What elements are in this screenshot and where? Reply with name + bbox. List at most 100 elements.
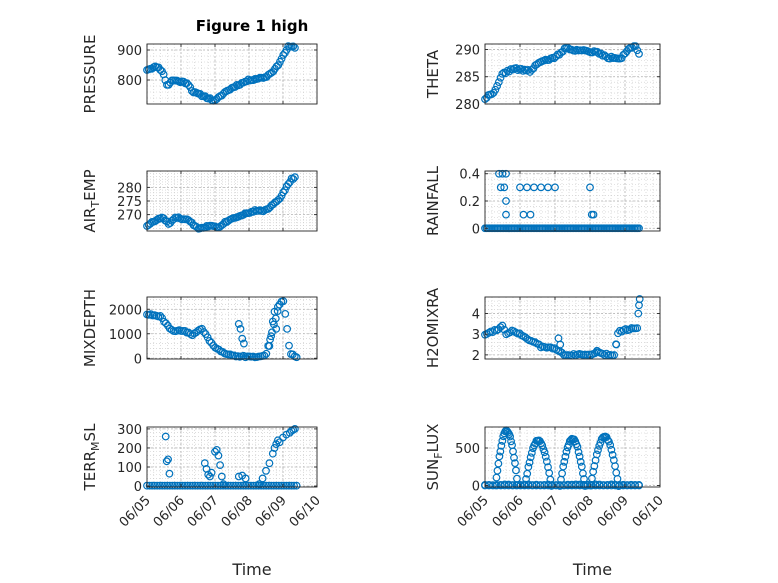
data-point — [524, 65, 533, 74]
data-point — [633, 324, 642, 332]
data-point — [262, 481, 271, 490]
data-point — [156, 311, 165, 320]
data-point — [536, 481, 545, 489]
data-point — [211, 481, 220, 490]
data-point — [186, 83, 195, 92]
y-tick-label: 4 — [472, 308, 480, 323]
data-point — [247, 481, 255, 490]
y-tick-label: 0 — [134, 352, 142, 367]
data-point — [269, 481, 278, 490]
data-point — [586, 183, 594, 192]
data-point — [277, 54, 286, 63]
data-point — [606, 441, 615, 449]
data-point — [234, 481, 243, 490]
data-series — [481, 426, 643, 490]
data-point — [198, 481, 207, 490]
data-point — [589, 210, 598, 219]
data-point — [291, 173, 299, 182]
data-point — [183, 481, 192, 490]
data-point — [607, 52, 616, 61]
data-point — [180, 326, 189, 335]
y-axis-label: MIXDEPTH — [81, 289, 99, 367]
y-tick-label: 2000 — [109, 303, 142, 318]
data-point — [284, 180, 293, 188]
data-point — [186, 481, 195, 490]
data-point — [191, 481, 200, 490]
data-point — [234, 472, 243, 481]
data-point — [259, 481, 268, 490]
data-point — [635, 49, 643, 58]
data-point — [508, 481, 517, 489]
data-point — [281, 309, 290, 318]
data-point — [502, 197, 510, 205]
data-point — [229, 481, 238, 490]
data-point — [193, 481, 202, 490]
data-point — [608, 451, 617, 459]
data-point — [586, 481, 595, 490]
x-tick-label: 06/10 — [630, 493, 667, 530]
data-point — [272, 324, 281, 333]
x-tick-label: 06/08 — [560, 493, 597, 530]
data-series — [143, 173, 299, 233]
data-point — [525, 458, 534, 467]
y-tick-label: 0.4 — [459, 168, 480, 183]
data-point — [605, 437, 613, 446]
data-point — [277, 481, 286, 490]
data-point — [264, 481, 273, 490]
data-point — [551, 183, 559, 192]
data-point — [592, 450, 601, 459]
data-series — [481, 169, 643, 233]
data-point — [249, 76, 258, 84]
data-point — [285, 481, 293, 490]
axes-box — [146, 426, 318, 488]
y-tick-label: 3 — [472, 328, 480, 343]
data-point — [599, 481, 608, 489]
data-point — [153, 481, 162, 490]
x-tick-label: 06/10 — [287, 493, 324, 530]
data-point — [262, 349, 271, 358]
data-point — [634, 309, 643, 318]
data-point — [496, 447, 505, 456]
y-tick-label: 0 — [134, 480, 142, 495]
data-point — [270, 444, 279, 452]
data-point — [289, 175, 298, 183]
data-point — [502, 210, 510, 219]
data-point — [564, 480, 572, 489]
data-point — [163, 481, 172, 490]
data-point — [613, 474, 622, 483]
data-point — [158, 314, 167, 322]
data-point — [600, 351, 609, 359]
data-point — [575, 452, 584, 461]
y-tick-label: 300 — [117, 423, 142, 438]
data-point — [289, 42, 298, 51]
data-point — [498, 169, 507, 178]
data-point — [285, 341, 293, 350]
x-tick-label: 06/09 — [253, 493, 290, 530]
data-point — [516, 480, 525, 489]
x-tick-label: 06/05 — [117, 493, 154, 530]
y-axis-label: AIRTEMP — [81, 169, 102, 232]
data-point — [158, 481, 167, 490]
data-point — [589, 467, 598, 476]
data-point — [170, 481, 179, 490]
data-point — [187, 87, 196, 95]
data-point — [280, 481, 288, 490]
data-point — [526, 210, 535, 219]
data-point — [574, 448, 583, 457]
y-tick-label: 280 — [117, 181, 142, 196]
data-point — [184, 81, 193, 89]
data-point — [214, 451, 223, 460]
data-point — [236, 324, 245, 333]
data-point — [491, 85, 500, 94]
y-axis-label: H2OMIXRA — [424, 287, 442, 368]
y-tick-label: 500 — [455, 442, 480, 457]
data-point — [283, 325, 292, 333]
data-point — [489, 481, 497, 490]
data-point — [155, 481, 164, 490]
data-point — [274, 302, 282, 311]
data-point — [569, 350, 578, 358]
data-point — [497, 441, 506, 450]
